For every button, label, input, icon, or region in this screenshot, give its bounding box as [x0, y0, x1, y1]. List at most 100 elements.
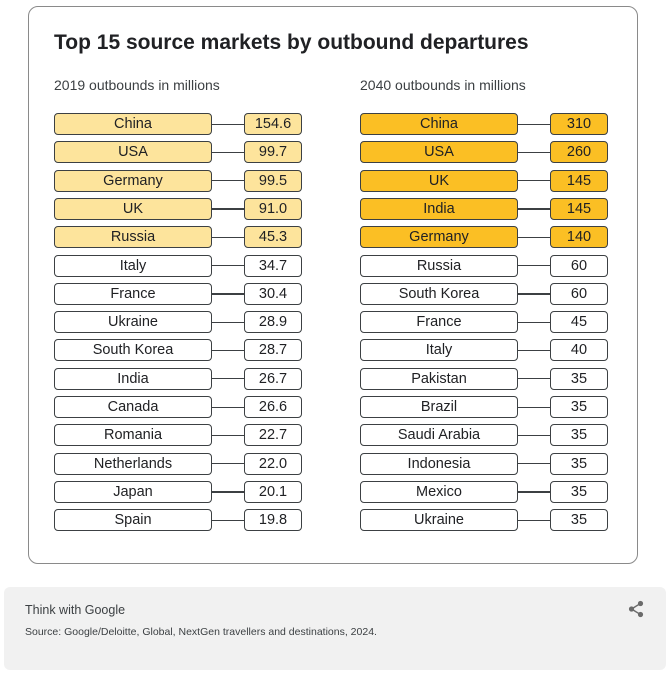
- value-label: 20.1: [244, 480, 302, 503]
- connector-line: [212, 293, 244, 295]
- connector-line: [518, 491, 550, 493]
- country-label: Ukraine: [360, 509, 518, 532]
- table-row: Indonesia 35: [360, 452, 608, 475]
- connector-line: [518, 378, 550, 380]
- connector-line: [518, 265, 550, 267]
- value-label: 35: [550, 424, 608, 447]
- value-label: 45: [550, 311, 608, 334]
- table-row: Saudi Arabia 35: [360, 424, 608, 447]
- connector-line: [212, 151, 244, 154]
- value-label: 310: [550, 113, 608, 135]
- value-label: 99.5: [244, 169, 302, 192]
- connector-line: [518, 406, 550, 408]
- connector-line: [212, 123, 244, 125]
- connector-line: [518, 236, 550, 238]
- table-row: China 154.6: [54, 113, 302, 135]
- table-row: UK 145: [360, 169, 608, 192]
- table-row: Pakistan 35: [360, 367, 608, 390]
- table-row: USA 99.7: [54, 141, 302, 164]
- connector-line: [212, 349, 244, 352]
- connector-line: [212, 236, 244, 238]
- table-row: Italy 40: [360, 339, 608, 362]
- table-row: India 145: [360, 197, 608, 220]
- country-label: China: [54, 113, 212, 135]
- table-row: Japan 20.1: [54, 480, 302, 503]
- country-label: Mexico: [360, 480, 518, 503]
- connector-line: [518, 321, 550, 323]
- country-label: China: [360, 113, 518, 135]
- table-row: France 45: [360, 311, 608, 334]
- value-label: 60: [550, 254, 608, 277]
- connector-line: [518, 123, 550, 125]
- country-label: Italy: [54, 254, 212, 277]
- country-label: Romania: [54, 424, 212, 447]
- country-label: Italy: [360, 339, 518, 362]
- table-row: South Korea 60: [360, 282, 608, 305]
- connector-line: [518, 293, 550, 295]
- table-row: Netherlands 22.0: [54, 452, 302, 475]
- country-label: Ukraine: [54, 311, 212, 334]
- value-label: 40: [550, 339, 608, 362]
- chart-title: Top 15 source markets by outbound depart…: [54, 31, 529, 54]
- country-label: India: [360, 197, 518, 220]
- value-label: 34.7: [244, 254, 302, 277]
- value-label: 35: [550, 367, 608, 390]
- table-row: Russia 60: [360, 254, 608, 277]
- value-label: 28.9: [244, 311, 302, 334]
- connector-line: [212, 519, 244, 521]
- table-row: USA 260: [360, 141, 608, 164]
- value-label: 22.7: [244, 424, 302, 447]
- table-row: France 30.4: [54, 282, 302, 305]
- value-label: 145: [550, 169, 608, 192]
- connector-line: [212, 491, 244, 493]
- table-row: Spain 19.8: [54, 509, 302, 532]
- country-label: Russia: [54, 226, 212, 249]
- table-row: Russia 45.3: [54, 226, 302, 249]
- subtitle-2040: 2040 outbounds in millions: [360, 77, 526, 93]
- value-label: 35: [550, 480, 608, 503]
- country-label: UK: [360, 169, 518, 192]
- country-label: USA: [54, 141, 212, 164]
- country-label: Germany: [54, 169, 212, 192]
- value-label: 35: [550, 452, 608, 475]
- share-icon[interactable]: [626, 599, 646, 619]
- subtitle-2019: 2019 outbounds in millions: [54, 77, 220, 93]
- country-label: Netherlands: [54, 452, 212, 475]
- country-label: South Korea: [54, 339, 212, 362]
- country-label: Saudi Arabia: [360, 424, 518, 447]
- table-row: Ukraine 35: [360, 509, 608, 532]
- value-label: 35: [550, 509, 608, 532]
- value-label: 28.7: [244, 339, 302, 362]
- table-row: Romania 22.7: [54, 424, 302, 447]
- connector-line: [212, 265, 244, 267]
- connector-line: [212, 321, 244, 323]
- footer: Think with Google Source: Google/Deloitt…: [4, 587, 666, 670]
- value-label: 99.7: [244, 141, 302, 164]
- connector-line: [212, 406, 244, 408]
- country-label: South Korea: [360, 282, 518, 305]
- country-label: USA: [360, 141, 518, 164]
- connector-line: [212, 434, 244, 437]
- chart-card: Top 15 source markets by outbound depart…: [28, 6, 638, 564]
- value-label: 45.3: [244, 226, 302, 249]
- value-label: 154.6: [244, 113, 302, 135]
- value-label: 26.7: [244, 367, 302, 390]
- value-label: 19.8: [244, 509, 302, 532]
- value-label: 145: [550, 197, 608, 220]
- country-label: Pakistan: [360, 367, 518, 390]
- value-label: 140: [550, 226, 608, 249]
- connector-line: [518, 463, 550, 465]
- table-row: Italy 34.7: [54, 254, 302, 277]
- connector-line: [518, 434, 550, 437]
- country-label: UK: [54, 197, 212, 220]
- table-row: Ukraine 28.9: [54, 311, 302, 334]
- connector-line: [518, 180, 550, 182]
- country-label: Japan: [54, 480, 212, 503]
- country-label: Canada: [54, 396, 212, 418]
- connector-line: [518, 151, 550, 154]
- country-label: Germany: [360, 226, 518, 249]
- connector-line: [212, 463, 244, 465]
- country-label: Spain: [54, 509, 212, 532]
- value-label: 26.6: [244, 396, 302, 418]
- connector-line: [518, 208, 550, 210]
